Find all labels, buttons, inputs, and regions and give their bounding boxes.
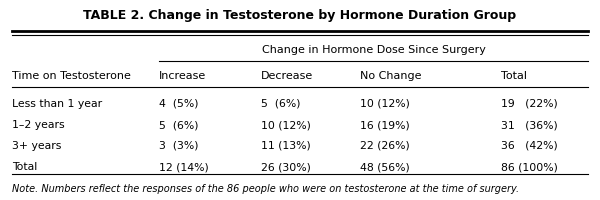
Text: 5  (6%): 5 (6%) — [159, 120, 199, 130]
Text: Change in Hormone Dose Since Surgery: Change in Hormone Dose Since Surgery — [262, 45, 485, 55]
Text: 5  (6%): 5 (6%) — [261, 99, 301, 109]
Text: 4  (5%): 4 (5%) — [159, 99, 199, 109]
Text: Time on Testosterone: Time on Testosterone — [12, 71, 131, 81]
Text: Total: Total — [501, 71, 527, 81]
Text: 22 (26%): 22 (26%) — [360, 141, 410, 151]
Text: 10 (12%): 10 (12%) — [360, 99, 410, 109]
Text: Increase: Increase — [159, 71, 206, 81]
Text: 86 (100%): 86 (100%) — [501, 162, 558, 172]
Text: 12 (14%): 12 (14%) — [159, 162, 209, 172]
Text: 48 (56%): 48 (56%) — [360, 162, 410, 172]
Text: 10 (12%): 10 (12%) — [261, 120, 311, 130]
Text: Decrease: Decrease — [261, 71, 313, 81]
Text: 1–2 years: 1–2 years — [12, 120, 65, 130]
Text: 16 (19%): 16 (19%) — [360, 120, 410, 130]
Text: 11 (13%): 11 (13%) — [261, 141, 311, 151]
Text: No Change: No Change — [360, 71, 421, 81]
Text: 26 (30%): 26 (30%) — [261, 162, 311, 172]
Text: 3  (3%): 3 (3%) — [159, 141, 199, 151]
Text: Total: Total — [12, 162, 37, 172]
Text: 31   (36%): 31 (36%) — [501, 120, 558, 130]
Text: 36   (42%): 36 (42%) — [501, 141, 558, 151]
Text: Note. Numbers reflect the responses of the 86 people who were on testosterone at: Note. Numbers reflect the responses of t… — [12, 184, 519, 194]
Text: 19   (22%): 19 (22%) — [501, 99, 558, 109]
Text: Less than 1 year: Less than 1 year — [12, 99, 102, 109]
Text: 3+ years: 3+ years — [12, 141, 61, 151]
Text: TABLE 2. Change in Testosterone by Hormone Duration Group: TABLE 2. Change in Testosterone by Hormo… — [83, 9, 517, 22]
